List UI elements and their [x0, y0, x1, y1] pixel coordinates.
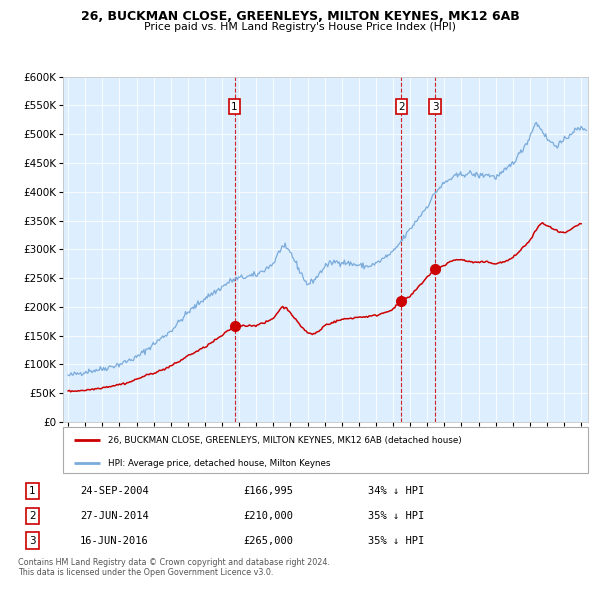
Text: 24-SEP-2004: 24-SEP-2004 [80, 486, 149, 496]
Text: 3: 3 [432, 101, 439, 112]
Text: 3: 3 [29, 536, 35, 546]
Text: 16-JUN-2016: 16-JUN-2016 [80, 536, 149, 546]
Text: 34% ↓ HPI: 34% ↓ HPI [368, 486, 424, 496]
Text: 35% ↓ HPI: 35% ↓ HPI [368, 536, 424, 546]
Text: Price paid vs. HM Land Registry's House Price Index (HPI): Price paid vs. HM Land Registry's House … [144, 22, 456, 32]
Text: 35% ↓ HPI: 35% ↓ HPI [368, 511, 424, 520]
Text: 26, BUCKMAN CLOSE, GREENLEYS, MILTON KEYNES, MK12 6AB: 26, BUCKMAN CLOSE, GREENLEYS, MILTON KEY… [80, 10, 520, 23]
Text: £166,995: £166,995 [244, 486, 293, 496]
Text: Contains HM Land Registry data © Crown copyright and database right 2024.
This d: Contains HM Land Registry data © Crown c… [18, 558, 330, 577]
Text: 1: 1 [231, 101, 238, 112]
Text: HPI: Average price, detached house, Milton Keynes: HPI: Average price, detached house, Milt… [107, 458, 330, 467]
Text: 2: 2 [29, 511, 35, 520]
Text: 2: 2 [398, 101, 405, 112]
Text: £210,000: £210,000 [244, 511, 293, 520]
Text: 27-JUN-2014: 27-JUN-2014 [80, 511, 149, 520]
Text: 26, BUCKMAN CLOSE, GREENLEYS, MILTON KEYNES, MK12 6AB (detached house): 26, BUCKMAN CLOSE, GREENLEYS, MILTON KEY… [107, 435, 461, 444]
Text: 1: 1 [29, 486, 35, 496]
Text: £265,000: £265,000 [244, 536, 293, 546]
